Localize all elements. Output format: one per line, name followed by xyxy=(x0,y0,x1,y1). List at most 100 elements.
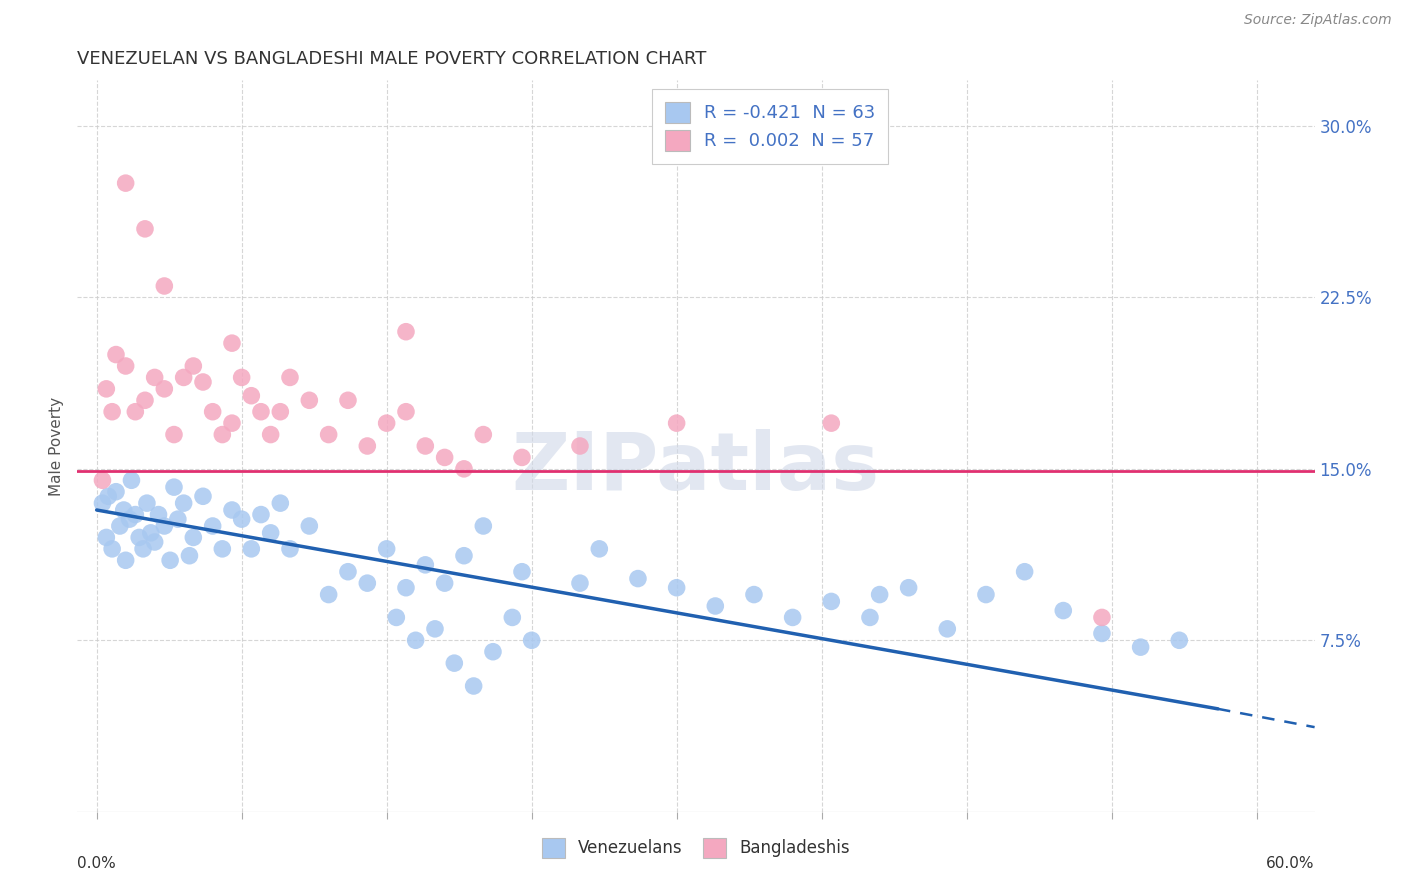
Point xyxy=(482,645,505,659)
Point xyxy=(453,549,475,563)
Point xyxy=(163,427,186,442)
Point xyxy=(859,610,882,624)
Point xyxy=(385,610,408,624)
Point xyxy=(108,519,131,533)
Point xyxy=(869,588,891,602)
Point xyxy=(260,525,283,540)
Point xyxy=(124,405,146,419)
Point xyxy=(191,489,214,503)
Point xyxy=(415,439,437,453)
Point xyxy=(211,427,233,442)
Point xyxy=(1091,610,1114,624)
Point xyxy=(472,519,495,533)
Point xyxy=(897,581,920,595)
Text: VENEZUELAN VS BANGLADESHI MALE POVERTY CORRELATION CHART: VENEZUELAN VS BANGLADESHI MALE POVERTY C… xyxy=(77,50,707,68)
Point xyxy=(415,558,437,572)
Point xyxy=(101,541,124,556)
Text: 0.0%: 0.0% xyxy=(77,855,117,871)
Point xyxy=(105,484,128,499)
Point xyxy=(1014,565,1036,579)
Point xyxy=(472,427,495,442)
Legend: Venezuelans, Bangladeshis: Venezuelans, Bangladeshis xyxy=(530,827,862,869)
Point xyxy=(433,576,456,591)
Point xyxy=(375,541,398,556)
Point xyxy=(1091,626,1114,640)
Point xyxy=(463,679,485,693)
Point xyxy=(820,416,842,430)
Text: 60.0%: 60.0% xyxy=(1267,855,1315,871)
Point xyxy=(134,393,156,408)
Point xyxy=(510,565,533,579)
Point xyxy=(173,370,195,384)
Point xyxy=(96,382,118,396)
Point xyxy=(153,279,176,293)
Point xyxy=(167,512,190,526)
Point xyxy=(443,656,465,670)
Point xyxy=(231,512,253,526)
Point xyxy=(1052,603,1074,617)
Point xyxy=(118,512,141,526)
Point xyxy=(128,530,150,544)
Point xyxy=(240,541,263,556)
Point xyxy=(91,496,114,510)
Point xyxy=(221,416,243,430)
Point xyxy=(143,370,166,384)
Point xyxy=(569,439,592,453)
Point xyxy=(627,572,650,586)
Point xyxy=(298,519,321,533)
Point xyxy=(114,176,136,190)
Point xyxy=(91,473,114,487)
Point xyxy=(201,519,224,533)
Point xyxy=(423,622,446,636)
Point xyxy=(173,496,195,510)
Point xyxy=(139,525,162,540)
Point xyxy=(395,581,418,595)
Point xyxy=(101,405,124,419)
Point xyxy=(136,496,159,510)
Text: ZIPatlas: ZIPatlas xyxy=(512,429,880,507)
Point xyxy=(143,535,166,549)
Point xyxy=(159,553,181,567)
Point xyxy=(183,530,205,544)
Point xyxy=(936,622,959,636)
Point xyxy=(97,489,120,503)
Point xyxy=(1168,633,1191,648)
Point xyxy=(191,375,214,389)
Point xyxy=(453,462,475,476)
Point xyxy=(240,389,263,403)
Point xyxy=(114,553,136,567)
Point xyxy=(269,405,291,419)
Point xyxy=(201,405,224,419)
Point xyxy=(356,576,378,591)
Text: Source: ZipAtlas.com: Source: ZipAtlas.com xyxy=(1244,13,1392,28)
Point xyxy=(269,496,291,510)
Point xyxy=(221,503,243,517)
Point xyxy=(114,359,136,373)
Point xyxy=(179,549,201,563)
Point xyxy=(183,359,205,373)
Y-axis label: Male Poverty: Male Poverty xyxy=(49,396,65,496)
Point xyxy=(105,348,128,362)
Point xyxy=(433,450,456,465)
Point xyxy=(318,427,340,442)
Point xyxy=(974,588,997,602)
Point xyxy=(704,599,727,613)
Point xyxy=(665,416,688,430)
Point xyxy=(211,541,233,556)
Point xyxy=(510,450,533,465)
Point xyxy=(153,382,176,396)
Point xyxy=(298,393,321,408)
Point xyxy=(820,594,842,608)
Point xyxy=(134,222,156,236)
Point xyxy=(278,541,301,556)
Point xyxy=(278,370,301,384)
Point xyxy=(405,633,427,648)
Point xyxy=(742,588,765,602)
Point xyxy=(231,370,253,384)
Point xyxy=(250,508,273,522)
Point xyxy=(318,588,340,602)
Point xyxy=(260,427,283,442)
Point xyxy=(395,405,418,419)
Point xyxy=(395,325,418,339)
Point xyxy=(1129,640,1152,655)
